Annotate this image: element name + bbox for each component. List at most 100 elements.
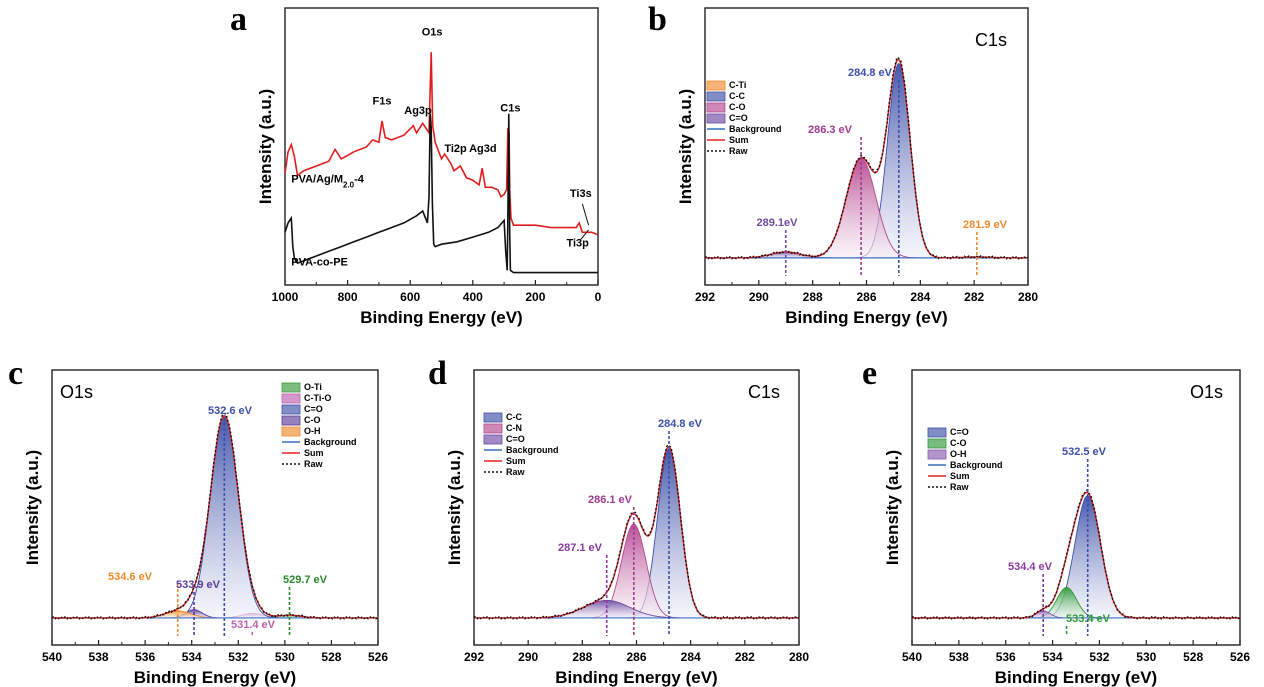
legend-label: O-Ti	[304, 382, 322, 392]
legend-entry: Raw	[707, 146, 749, 156]
legend-swatch	[281, 404, 301, 415]
legend-entry: C-Ti-O	[281, 393, 331, 404]
series-name: PVA/Ag/M2.0-4	[291, 174, 365, 190]
legend-entry: Sum	[282, 448, 324, 458]
x-axis-label: Binding Energy (eV)	[785, 308, 947, 327]
legend-swatch	[281, 426, 301, 437]
x-tick-label: 534	[1043, 650, 1063, 664]
legend-entry: O-H	[281, 426, 321, 437]
legend-label: Sum	[729, 135, 749, 145]
legend-entry: Background	[484, 445, 559, 455]
legend-entry: Sum	[707, 135, 749, 145]
peak-label: 533.4 eV	[1066, 613, 1111, 625]
xps-panel-e: 540 538 536 534 532 530 528 526 Binding Energy (…	[862, 355, 1250, 687]
series-name-sub: 2.0	[343, 180, 355, 189]
legend-label: O-H	[950, 449, 967, 459]
x-tick-label: 1000	[272, 290, 299, 304]
fit-peak-c-o	[705, 157, 1028, 259]
x-axis-label: Binding Energy (eV)	[995, 668, 1157, 687]
peak-label: Ag3p	[404, 105, 432, 117]
fit-peak-c-n	[474, 523, 799, 619]
survey-panel-a: 1000 800 600 400 200 0 Binding Energy (eV) Inte…	[230, 1, 602, 327]
peak-label: F1s	[373, 95, 392, 107]
x-axis-label: Binding Energy (eV)	[134, 668, 296, 687]
peak-label: 529.7 eV	[283, 574, 328, 586]
peak-label: Ti3p	[566, 238, 589, 250]
raw-line	[473, 443, 800, 620]
peak-label: 286.3 eV	[808, 124, 853, 136]
x-tick-label: 292	[695, 290, 715, 304]
legend-label: C-C	[506, 412, 522, 422]
legend-label: Raw	[950, 482, 970, 492]
peak-label: Ag3d	[469, 143, 497, 155]
x-tick-label: 286	[856, 290, 876, 304]
legend-label: C-Ti-O	[304, 393, 331, 403]
peak-label: 284.8 eV	[658, 418, 703, 430]
legend-swatch	[706, 113, 726, 124]
legend-label: C=O	[304, 404, 323, 414]
series-name: PVA-co-PE	[291, 257, 348, 269]
legend-entry: Background	[707, 124, 782, 134]
x-tick-label: 532	[228, 650, 248, 664]
legend-label: C-O	[950, 438, 967, 448]
peak-label: 286.1 eV	[588, 494, 633, 506]
x-tick-label: 0	[595, 290, 602, 304]
legend-entry: C-N	[483, 423, 522, 434]
legend-entry: C=O	[281, 404, 323, 415]
legend-swatch	[483, 412, 503, 423]
legend-label: Sum	[950, 471, 970, 481]
legend-label: Background	[506, 445, 559, 455]
y-axis-label: Intensity (a.u.)	[23, 450, 42, 565]
y-axis-label: Intensity (a.u.)	[883, 450, 902, 565]
legend-swatch	[706, 91, 726, 102]
peak-label: C1s	[500, 102, 520, 114]
legend-entry: Raw	[484, 467, 526, 477]
xps-panel-b: 292 290 288 286 284 282 280 Binding Energy (eV)…	[648, 1, 1038, 327]
legend-label: C=O	[506, 434, 525, 444]
legend-swatch	[483, 423, 503, 434]
x-tick-label: 800	[338, 290, 358, 304]
legend-label: C-O	[304, 415, 321, 425]
x-tick-label: 530	[1136, 650, 1156, 664]
legend-swatch	[706, 102, 726, 113]
x-tick-label: 282	[964, 290, 984, 304]
legend-label: C-Ti	[729, 80, 746, 90]
peak-label: 287.1 eV	[558, 542, 603, 554]
panel-label: c	[8, 355, 23, 392]
legend-swatch	[281, 393, 301, 404]
legend-label: Background	[950, 460, 1003, 470]
x-tick-label: 534	[182, 650, 202, 664]
peak-label: 531.4 eV	[231, 619, 276, 631]
x-tick-label: 526	[1230, 650, 1250, 664]
series-name-suffix: -4	[354, 174, 365, 186]
peak-label: 534.6 eV	[108, 571, 153, 583]
legend-entry: C-O	[927, 438, 967, 449]
x-axis-label: Binding Energy (eV)	[360, 308, 522, 327]
legend-entry: Raw	[928, 482, 970, 492]
panel-title: C1s	[748, 382, 780, 402]
legend-label: Raw	[729, 146, 749, 156]
arrow	[580, 229, 589, 240]
x-tick-label: 284	[681, 650, 701, 664]
x-tick-label: 290	[518, 650, 538, 664]
x-tick-label: 400	[463, 290, 483, 304]
legend-entry: O-Ti	[281, 382, 322, 393]
peak-label: 532.5 eV	[1062, 446, 1107, 458]
arrow	[581, 203, 590, 226]
legend-entry: C-O	[706, 102, 746, 113]
peak-label: 534.4 eV	[1008, 561, 1053, 573]
legend-entry: C-O	[281, 415, 321, 426]
legend-entry: C-C	[483, 412, 522, 423]
legend-label: C-O	[729, 102, 746, 112]
x-tick-label: 200	[525, 290, 545, 304]
x-tick-label: 282	[735, 650, 755, 664]
legend-swatch	[281, 415, 301, 426]
y-axis-label: Intensity (a.u.)	[445, 450, 464, 565]
legend-label: C-C	[729, 91, 745, 101]
x-tick-label: 292	[464, 650, 484, 664]
peak-label: 281.9 eV	[963, 219, 1008, 231]
legend-label: C=O	[950, 427, 969, 437]
legend-swatch	[927, 438, 947, 449]
legend-label: O-H	[304, 426, 321, 436]
peak-label: 533.9 eV	[176, 579, 221, 591]
